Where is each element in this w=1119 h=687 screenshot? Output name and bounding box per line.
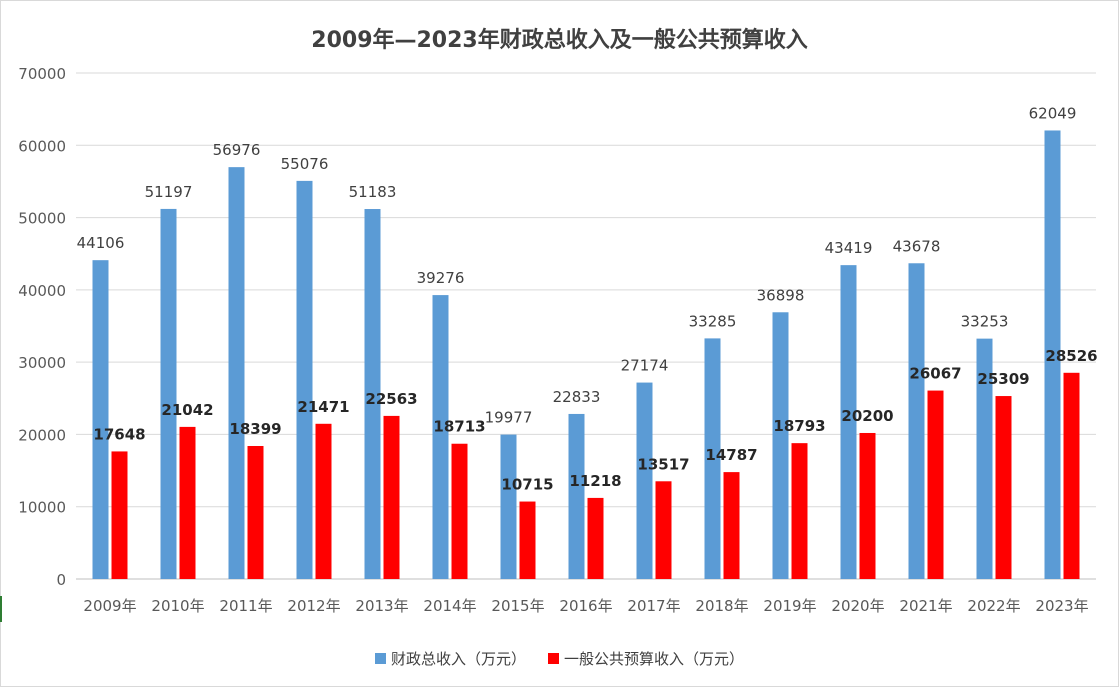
bar-budget-revenue [247,446,264,579]
bar-total-revenue [364,209,381,580]
x-tick-label: 2013年 [355,597,408,615]
bar-total-revenue [976,338,993,579]
bar-budget-revenue [179,426,196,579]
data-label-total-revenue: 36898 [757,286,805,304]
bar-total-revenue [228,167,245,580]
bar-total-revenue [908,263,925,579]
legend-swatch-budget-revenue [548,653,559,664]
x-tick-label: 2023年 [1035,597,1088,615]
bar-budget-revenue [791,443,808,579]
y-tick-label: 10000 [18,499,66,517]
data-label-total-revenue: 33253 [961,313,1009,331]
x-tick-label: 2018年 [695,597,748,615]
chart-title: 2009年—2023年财政总收入及一般公共预算收入 [311,28,808,53]
legend-label-total-revenue: 财政总收入（万元） [390,650,526,668]
bar-total-revenue [432,295,449,579]
edge-marker [0,596,2,622]
data-label-budget-revenue: 28526 [1045,347,1097,365]
bar-budget-revenue [859,432,876,579]
data-label-total-revenue: 27174 [621,357,669,375]
bar-budget-revenue [519,501,536,579]
data-label-budget-revenue: 14787 [705,446,757,464]
y-tick-label: 0 [56,571,66,589]
data-label-total-revenue: 39276 [417,269,465,287]
y-tick-label: 40000 [18,282,66,300]
data-label-total-revenue: 44106 [77,234,125,252]
bar-budget-revenue [315,423,332,579]
bar-total-revenue [636,382,653,579]
data-label-budget-revenue: 13517 [637,455,689,473]
legend: 财政总收入（万元） 一般公共预算收入（万元） [0,648,1119,669]
legend-item-total-revenue: 财政总收入（万元） [374,648,526,669]
bar-total-revenue [160,208,177,579]
bar-total-revenue [840,265,857,579]
y-tick-label: 70000 [18,65,66,83]
legend-item-budget-revenue: 一般公共预算收入（万元） [548,648,744,669]
data-label-budget-revenue: 22563 [365,390,417,408]
data-label-budget-revenue: 21042 [161,401,213,419]
bar-budget-revenue [723,472,740,579]
data-label-budget-revenue: 25309 [977,370,1029,388]
data-label-budget-revenue: 18713 [433,418,485,436]
y-tick-label: 20000 [18,426,66,444]
x-tick-label: 2017年 [627,597,680,615]
bar-total-revenue [704,338,721,579]
bar-budget-revenue [927,390,944,579]
x-tick-label: 2012年 [287,597,340,615]
data-label-budget-revenue: 11218 [569,472,621,490]
bar-budget-revenue [587,497,604,579]
x-tick-label: 2014年 [423,597,476,615]
data-label-total-revenue: 33285 [689,312,737,330]
data-label-budget-revenue: 20200 [841,407,893,425]
bar-budget-revenue [111,451,128,579]
y-tick-label: 30000 [18,354,66,372]
y-tick-label: 60000 [18,137,66,155]
x-tick-label: 2010年 [151,597,204,615]
data-label-total-revenue: 43419 [825,239,873,257]
data-label-budget-revenue: 26067 [909,365,961,383]
data-label-total-revenue: 22833 [553,388,601,406]
bar-total-revenue [296,180,313,579]
data-label-budget-revenue: 18399 [229,420,281,438]
data-label-total-revenue: 55076 [281,155,329,173]
bar-budget-revenue [451,443,468,579]
x-tick-label: 2009年 [83,597,136,615]
legend-swatch-total-revenue [374,653,386,664]
x-tick-label: 2019年 [763,597,816,615]
data-label-total-revenue: 56976 [213,141,261,159]
bar-total-revenue [500,434,517,579]
x-tick-label: 2020年 [831,597,884,615]
bar-total-revenue [568,413,585,579]
data-label-total-revenue: 62049 [1029,104,1077,122]
bar-budget-revenue [1063,372,1080,579]
x-tick-label: 2016年 [559,597,612,615]
x-tick-label: 2011年 [219,597,272,615]
data-label-total-revenue: 51197 [145,183,193,201]
bar-total-revenue [1044,130,1061,579]
bar-total-revenue [92,260,109,579]
bar-budget-revenue [995,396,1012,579]
data-label-budget-revenue: 21471 [297,398,349,416]
bar-total-revenue [772,312,789,579]
x-tick-label: 2015年 [491,597,544,615]
bar-budget-revenue [383,415,400,579]
data-label-total-revenue: 43678 [893,237,941,255]
data-label-total-revenue: 19977 [485,409,533,427]
y-tick-label: 50000 [18,210,66,228]
data-label-budget-revenue: 17648 [93,425,145,443]
bar-budget-revenue [655,481,672,579]
x-tick-label: 2022年 [967,597,1020,615]
x-tick-label: 2021年 [899,597,952,615]
legend-label-budget-revenue: 一般公共预算收入（万元） [564,650,745,668]
data-label-total-revenue: 51183 [349,183,397,201]
data-label-budget-revenue: 18793 [773,417,825,435]
data-label-budget-revenue: 10715 [501,476,553,494]
